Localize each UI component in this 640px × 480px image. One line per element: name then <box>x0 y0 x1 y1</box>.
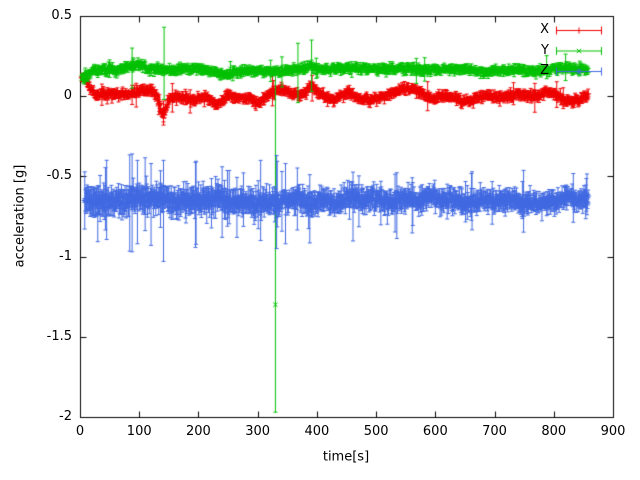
y-tick-label: -1.5 <box>46 328 72 344</box>
y-tick-label: -0.5 <box>46 168 72 184</box>
y-tick-label: 0 <box>63 88 72 104</box>
x-tick-label: 700 <box>482 424 507 439</box>
y-tick-label: -2 <box>59 409 72 424</box>
x-tick-label: 300 <box>245 424 271 439</box>
x-axis-title: time[s] <box>322 449 370 465</box>
x-tick-label: 500 <box>363 424 389 439</box>
x-tick-label: 200 <box>186 424 211 439</box>
legend-label-z: Z <box>540 63 549 78</box>
x-tick-label: 900 <box>600 424 626 439</box>
y-tick-label: -1 <box>59 248 72 264</box>
y-tick-label: 0.5 <box>51 8 72 23</box>
x-tick-label: 100 <box>126 424 152 439</box>
legend-label-y: Y <box>541 42 549 58</box>
x-tick-label: 0 <box>75 424 85 439</box>
x-tick-label: 800 <box>541 424 567 439</box>
x-tick-label: 600 <box>422 424 448 439</box>
x-tick-label: 400 <box>304 424 330 439</box>
legend-label-x: X <box>540 22 549 37</box>
